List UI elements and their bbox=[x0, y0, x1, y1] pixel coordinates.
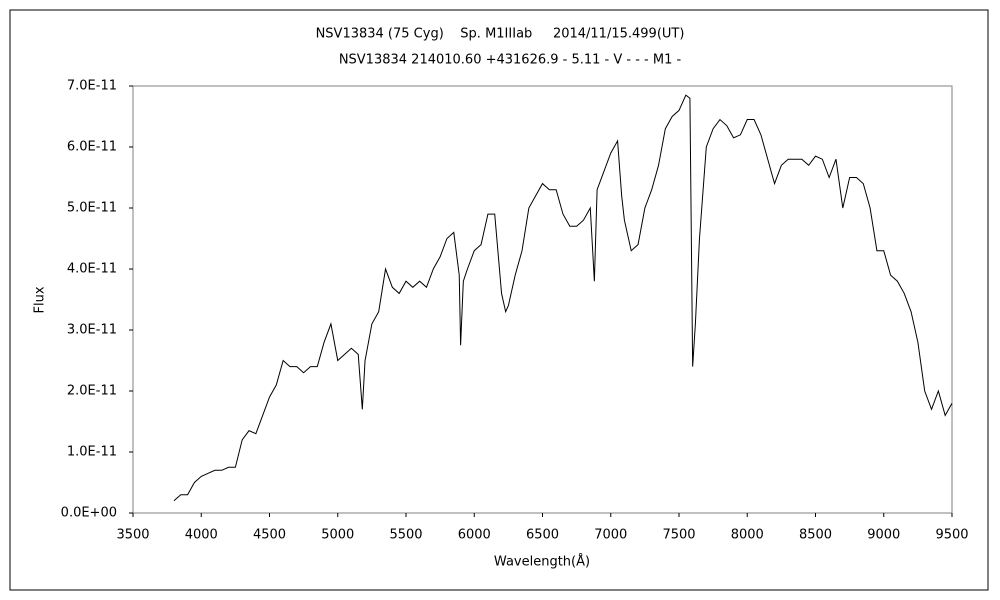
x-tick-label: 6000 bbox=[458, 528, 491, 543]
chart-title: NSV13834 (75 Cyg) Sp. M1IIIab 2014/11/15… bbox=[316, 27, 685, 42]
x-tick-label: 8500 bbox=[799, 528, 832, 543]
y-tick-label: 2.0E-11 bbox=[67, 384, 117, 399]
spectrum-line bbox=[173, 94, 953, 502]
x-tick-label: 8000 bbox=[731, 528, 764, 543]
x-tick-label: 5000 bbox=[321, 528, 354, 543]
x-tick-label: 7500 bbox=[662, 528, 695, 543]
y-tick-label: 6.0E-11 bbox=[67, 140, 117, 155]
x-tick-label: 9500 bbox=[935, 528, 968, 543]
x-tick-label: 6500 bbox=[526, 528, 559, 543]
x-tick-label: 7000 bbox=[594, 528, 627, 543]
y-tick-label: 3.0E-11 bbox=[67, 323, 117, 338]
y-tick-label: 0.0E+00 bbox=[61, 506, 117, 521]
chart-subtitle: NSV13834 214010.60 +431626.9 - 5.11 - V … bbox=[339, 53, 682, 68]
x-axis-label: Wavelength(Å) bbox=[494, 554, 590, 570]
y-axis-label: Flux bbox=[33, 286, 48, 313]
chart-frame bbox=[9, 9, 989, 591]
x-tick-label: 4000 bbox=[185, 528, 218, 543]
y-tick-label: 5.0E-11 bbox=[67, 201, 117, 216]
x-tick-label: 4500 bbox=[253, 528, 286, 543]
y-tick-label: 1.0E-11 bbox=[67, 445, 117, 460]
x-tick-label: 3500 bbox=[116, 528, 149, 543]
y-tick-label: 4.0E-11 bbox=[67, 262, 117, 277]
y-tick-label: 7.0E-11 bbox=[67, 79, 117, 94]
x-tick-label: 9000 bbox=[867, 528, 900, 543]
x-tick-label: 5500 bbox=[389, 528, 422, 543]
